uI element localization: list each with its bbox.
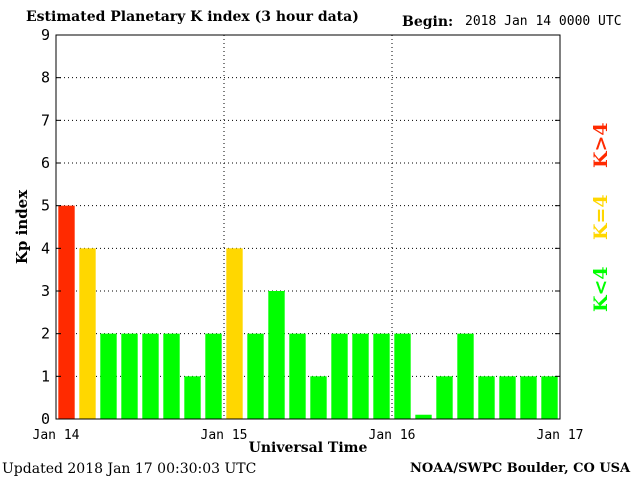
kp-bar: [415, 414, 432, 419]
x-tick-label: Jan 14: [33, 428, 80, 443]
kp-bar: [79, 248, 96, 419]
kp-bar: [457, 333, 474, 419]
y-tick-label: 8: [41, 69, 50, 87]
kp-bar: [373, 333, 390, 419]
x-axis-label: Universal Time: [249, 440, 368, 456]
y-tick-label: 9: [41, 26, 50, 44]
begin-label: Begin:: [402, 14, 454, 30]
plot-frame: [55, 34, 561, 420]
kp-bar: [499, 376, 516, 419]
kp-bar: [478, 376, 495, 419]
x-tick-label: Jan 15: [201, 428, 248, 443]
kp-bar: [121, 333, 138, 419]
y-tick-label: 5: [41, 197, 50, 215]
x-tick-label: Jan 16: [369, 428, 416, 443]
source-label: NOAA/SWPC Boulder, CO USA: [410, 461, 631, 476]
y-tick-label: 2: [41, 325, 50, 343]
y-tick-label: 6: [41, 154, 50, 172]
kp-bar: [436, 376, 453, 419]
kp-bar: [394, 333, 411, 419]
legend-k-equal-4: K=4: [590, 194, 612, 240]
x-tick-label: Jan 17: [537, 428, 584, 443]
kp-bar: [100, 333, 117, 419]
legend-k-greater-4: K>4: [590, 122, 612, 168]
begin-value: 2018 Jan 14 0000 UTC: [465, 14, 622, 29]
legend-k-less-4: K<4: [590, 266, 612, 312]
kp-bar: [289, 333, 306, 419]
kp-bar: [184, 376, 201, 419]
kp-bar: [58, 205, 75, 419]
y-axis-label: Kp index: [13, 189, 31, 264]
kp-bar: [268, 291, 285, 419]
kp-bar: [142, 333, 159, 419]
kp-bar: [205, 333, 222, 419]
y-tick-label: 7: [41, 111, 50, 129]
y-tick-label: 0: [41, 410, 50, 428]
kp-bar: [520, 376, 537, 419]
kp-bar: [247, 333, 264, 419]
kp-bar: [331, 333, 348, 419]
kp-bar: [310, 376, 327, 419]
y-tick-label: 3: [41, 282, 50, 300]
kp-bar: [226, 248, 243, 419]
y-tick-label: 4: [41, 239, 50, 257]
kp-bar: [163, 333, 180, 419]
updated-timestamp: Updated 2018 Jan 17 00:30:03 UTC: [2, 461, 257, 477]
chart-title: Estimated Planetary K index (3 hour data…: [26, 9, 359, 25]
y-tick-label: 1: [41, 367, 50, 385]
kp-bar: [541, 376, 558, 419]
kp-bar: [352, 333, 369, 419]
